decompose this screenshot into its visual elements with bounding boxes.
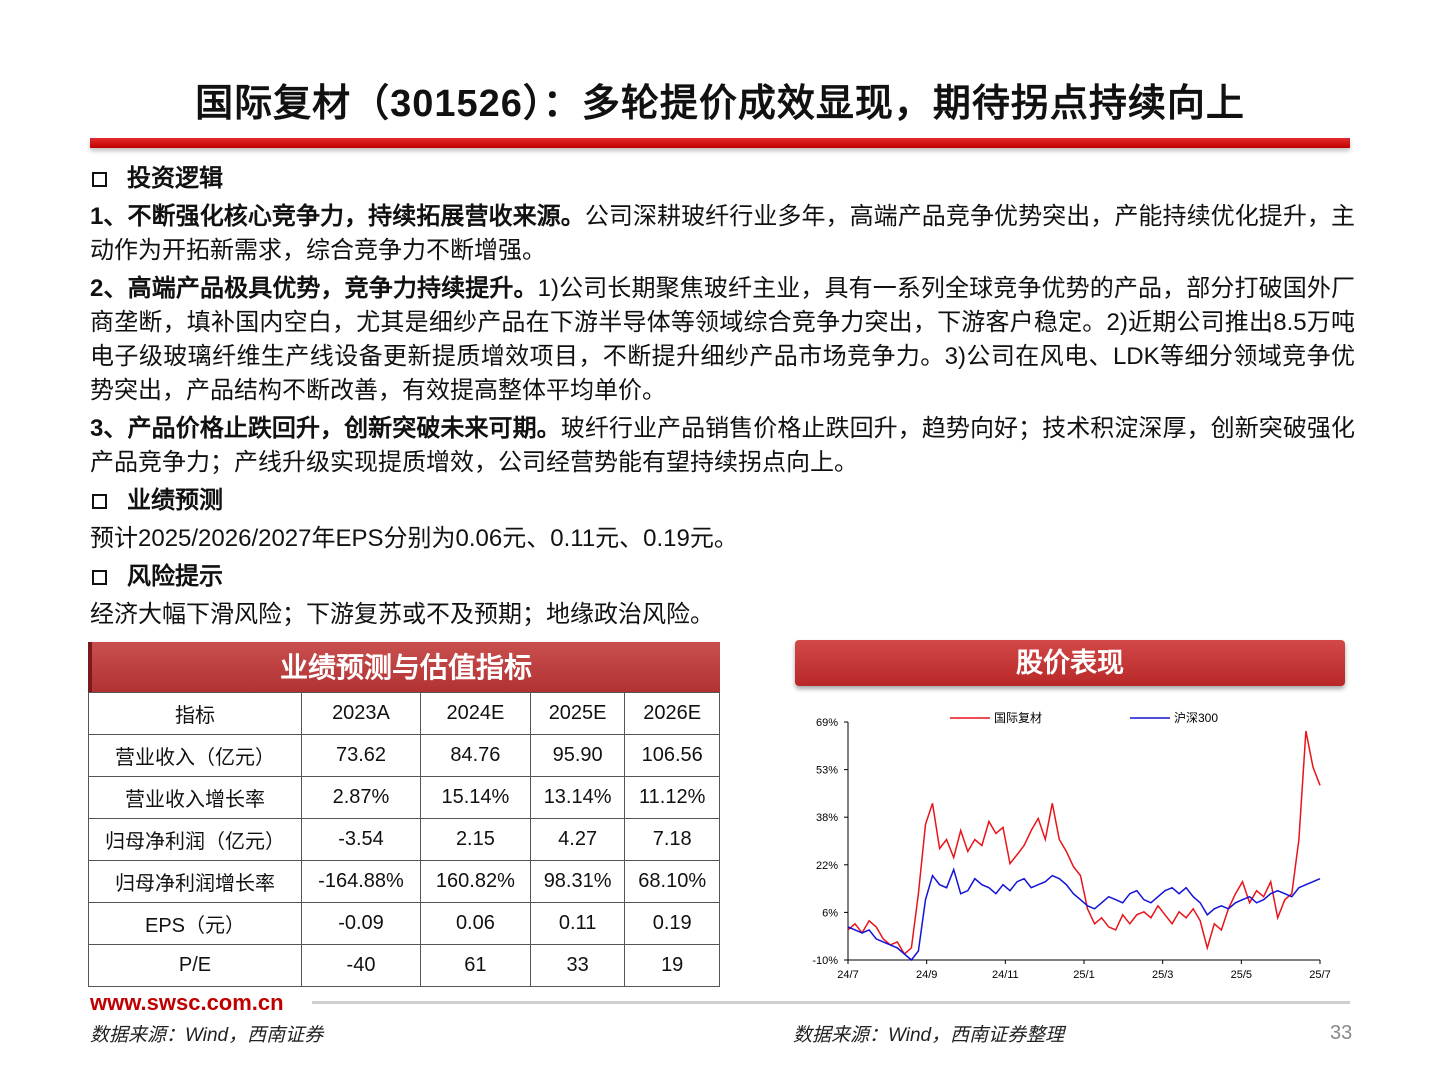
table-cell: 2.87% <box>301 776 421 819</box>
table-cell: 160.82% <box>419 860 531 903</box>
point-lead: 1、不断强化核心竞争力，持续拓展营收来源。 <box>90 203 585 230</box>
table-cell: 106.56 <box>624 734 720 777</box>
table-cell: 0.19 <box>624 902 720 945</box>
source-right: 数据来源：Wind，西南证券整理 <box>793 1025 1065 1046</box>
series-line-1 <box>847 730 1321 956</box>
table-cell: 84.76 <box>419 734 531 777</box>
logic-point-1: 1、不断强化核心竞争力，持续拓展营收来源。公司深耕玻纤行业多年，高端产品竞争优势… <box>90 200 1355 268</box>
table-cell: 2023A <box>301 692 421 735</box>
table-cell: P/E <box>88 944 302 987</box>
table-header-row: 指标 2023A 2024E 2025E 2026E <box>88 692 720 735</box>
table-cell: 0.11 <box>529 902 626 945</box>
y-tick-label: 69% <box>816 717 838 729</box>
table-cell: 2026E <box>624 692 720 735</box>
table-cell: 15.14% <box>419 776 531 819</box>
forecast-table-panel: 业绩预测与估值指标 指标 2023A 2024E 2025E 2026E 营业收入（亿元）… <box>88 642 720 987</box>
table-cell: -40 <box>301 944 421 987</box>
section-heading-label: 业绩预测 <box>127 487 223 514</box>
point-text: 玻纤行业产品销售价格止跌回升，趋势向好；技术积淀深厚，创新突破强化产品竞争力；产… <box>90 415 1355 476</box>
bullet-square-icon <box>92 171 107 187</box>
table-cell: 98.31% <box>529 860 626 903</box>
section-heading-logic: 投资逻辑 <box>90 162 1355 196</box>
section-heading-forecast: 业绩预测 <box>90 484 1355 518</box>
page-number: 33 <box>1330 1022 1353 1044</box>
table-cell: -164.88% <box>301 860 421 903</box>
x-tick-label: 25/5 <box>1231 969 1252 981</box>
table-cell: -3.54 <box>301 818 421 861</box>
table-cell: -0.09 <box>301 902 421 945</box>
y-tick-label: -10% <box>812 955 838 967</box>
table-title: 业绩预测与估值指标 <box>88 642 720 692</box>
table-row: 营业收入（亿元） 73.62 84.76 95.90 106.56 <box>88 734 720 777</box>
table-cell: 11.12% <box>624 776 720 819</box>
x-tick-label: 24/7 <box>837 969 858 981</box>
table-cell: 2025E <box>529 692 626 735</box>
table-cell: 2024E <box>419 692 531 735</box>
source-left: 数据来源：Wind，西南证券 <box>90 1025 324 1046</box>
y-tick-label: 38% <box>816 812 838 824</box>
section-heading-risk: 风险提示 <box>90 560 1355 594</box>
table-cell: 7.18 <box>624 818 720 861</box>
section-heading-label: 投资逻辑 <box>127 165 223 192</box>
point-text: 公司深耕玻纤行业多年，高端产品竞争优势突出，产能持续优化提升，主动作为开拓新需求… <box>90 203 1355 264</box>
table-cell: 营业收入增长率 <box>88 776 302 819</box>
table-cell: 73.62 <box>301 734 421 777</box>
table-row: EPS（元） -0.09 0.06 0.11 0.19 <box>88 902 720 945</box>
table-row: 归母净利润增长率 -164.88% 160.82% 98.31% 68.10% <box>88 860 720 903</box>
price-chart: 69% 53% 38% 22% 6% -10% 24/7 24/9 24/11 25/1 25/3 2… <box>812 711 1330 981</box>
table-cell: 13.14% <box>529 776 626 819</box>
table-cell: 19 <box>624 944 720 987</box>
x-tick-label: 25/7 <box>1309 969 1330 981</box>
y-tick-label: 53% <box>816 765 838 777</box>
table-cell: 61 <box>419 944 531 987</box>
content-area: 投资逻辑 1、不断强化核心竞争力，持续拓展营收来源。公司深耕玻纤行业多年，高端产… <box>90 160 1355 636</box>
x-tick-label: 24/11 <box>992 969 1019 981</box>
table-cell: 4.27 <box>529 818 626 861</box>
forecast-text: 预计2025/2026/2027年EPS分别为0.06元、0.11元、0.19元… <box>90 525 738 552</box>
table-cell: 0.06 <box>419 902 531 945</box>
price-chart-title: 股价表现 <box>795 640 1345 686</box>
table-cell: 归母净利润增长率 <box>88 860 302 903</box>
footer-url: www.swsc.com.cn <box>90 990 284 1015</box>
forecast-table: 指标 2023A 2024E 2025E 2026E 营业收入（亿元） 73.62 84.76… <box>88 692 720 987</box>
point-text: 1)公司长期聚焦玻纤主业，具有一系列全球竞争优势的产品，部分打破国外厂商垄断，填… <box>90 275 1355 404</box>
legend-label: 国际复材 <box>994 711 1042 725</box>
risk-text: 经济大幅下滑风险；下游复苏或不及预期；地缘政治风险。 <box>90 601 714 628</box>
series-line-2 <box>847 867 1321 962</box>
bullet-square-icon <box>92 493 107 509</box>
section-heading-label: 风险提示 <box>127 563 223 590</box>
table-cell: 营业收入（亿元） <box>88 734 302 777</box>
logic-point-3: 3、产品价格止跌回升，创新突破未来可期。玻纤行业产品销售价格止跌回升，趋势向好；… <box>90 412 1355 480</box>
y-tick-label: 6% <box>822 907 838 919</box>
table-cell: 33 <box>529 944 626 987</box>
x-tick-label: 24/9 <box>916 969 937 981</box>
table-cell: 归母净利润（亿元） <box>88 818 302 861</box>
title-underline <box>90 138 1350 148</box>
table-row: P/E -40 61 33 19 <box>88 944 720 987</box>
table-row: 营业收入增长率 2.87% 15.14% 13.14% 11.12% <box>88 776 720 819</box>
table-cell: EPS（元） <box>88 902 302 945</box>
footer-divider <box>312 1001 1350 1004</box>
point-lead: 2、高端产品极具优势，竞争力持续提升。 <box>90 275 538 302</box>
x-tick-label: 25/3 <box>1152 969 1173 981</box>
table-cell: 2.15 <box>419 818 531 861</box>
table-cell: 95.90 <box>529 734 626 777</box>
point-lead: 3、产品价格止跌回升，创新突破未来可期。 <box>90 415 561 442</box>
legend-label: 沪深300 <box>1174 711 1218 725</box>
bullet-square-icon <box>92 569 107 585</box>
table-row: 归母净利润（亿元） -3.54 2.15 4.27 7.18 <box>88 818 720 861</box>
table-cell: 68.10% <box>624 860 720 903</box>
logic-point-2: 2、高端产品极具优势，竞争力持续提升。1)公司长期聚焦玻纤主业，具有一系列全球竞… <box>90 272 1355 408</box>
y-tick-label: 22% <box>816 860 838 872</box>
table-cell: 指标 <box>88 692 302 735</box>
page-title: 国际复材（301526）：多轮提价成效显现，期待拐点持续向上 <box>195 83 1245 125</box>
x-tick-label: 25/1 <box>1073 969 1094 981</box>
